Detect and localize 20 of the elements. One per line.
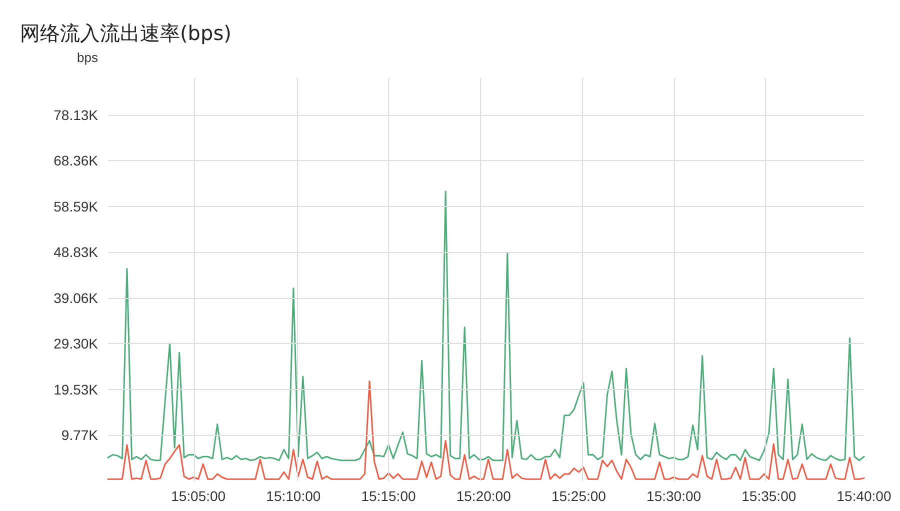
y-tick-label: 48.83K xyxy=(54,244,99,260)
x-tick-label: 15:05:00 xyxy=(171,488,226,504)
y-tick-label: 39.06K xyxy=(54,290,99,306)
x-tick-label: 15:25:00 xyxy=(551,488,606,504)
y-tick-label: 68.36K xyxy=(54,152,99,169)
x-tick-label: 15:20:00 xyxy=(456,488,512,504)
y-tick-label: 29.30K xyxy=(54,336,99,352)
line-series xyxy=(107,190,865,462)
x-tick-label: 15:35:00 xyxy=(742,488,796,504)
x-tick-label: 15:10:00 xyxy=(266,488,321,504)
line-series xyxy=(107,380,865,480)
y-axis-title: bps xyxy=(77,50,98,65)
y-tick-label: 9.77K xyxy=(61,427,99,444)
y-tick-label: 58.59K xyxy=(54,198,99,214)
y-tick-label: 19.53K xyxy=(54,381,99,398)
x-tick-label: 15:30:00 xyxy=(646,488,702,504)
x-tick-label: 15:15:00 xyxy=(361,488,416,504)
x-tick-label: 15:40:00 xyxy=(836,488,892,504)
y-tick-label: 78.13K xyxy=(54,106,99,123)
chart-title: 网络流入流出速率(bps) xyxy=(20,21,232,45)
